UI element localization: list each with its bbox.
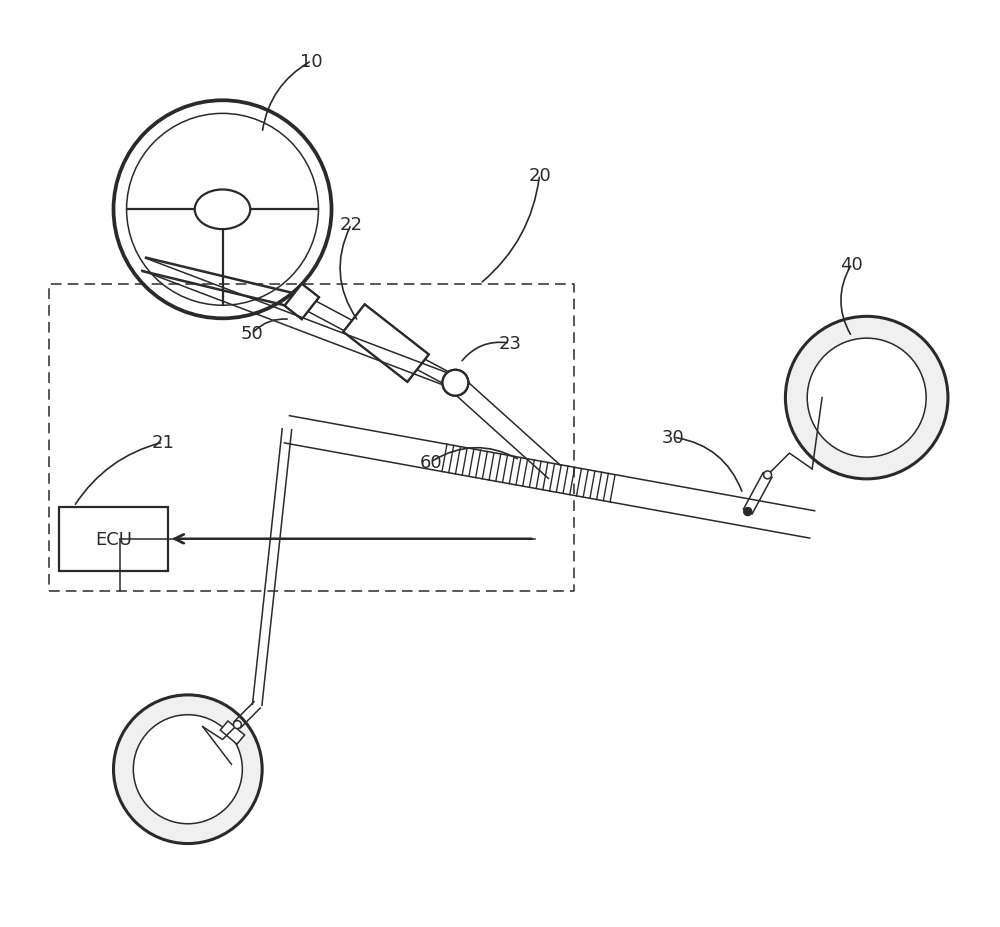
Polygon shape	[343, 305, 429, 382]
Circle shape	[764, 472, 772, 479]
Text: 40: 40	[840, 256, 863, 273]
Text: 23: 23	[498, 335, 521, 352]
Circle shape	[114, 695, 262, 844]
Ellipse shape	[195, 190, 250, 230]
Circle shape	[744, 508, 752, 516]
Bar	[59, 507, 168, 571]
Circle shape	[443, 371, 468, 396]
Text: 60: 60	[419, 453, 442, 472]
Circle shape	[443, 371, 468, 396]
Polygon shape	[220, 721, 245, 744]
Circle shape	[443, 371, 468, 396]
Text: ECU: ECU	[95, 530, 132, 548]
Circle shape	[133, 715, 242, 824]
Circle shape	[785, 317, 948, 479]
Text: 50: 50	[241, 324, 264, 343]
Polygon shape	[285, 285, 319, 320]
Text: 20: 20	[528, 167, 551, 184]
Text: 21: 21	[152, 434, 174, 451]
Circle shape	[807, 338, 926, 458]
Text: 10: 10	[300, 53, 323, 70]
Text: 30: 30	[662, 429, 685, 447]
Polygon shape	[343, 305, 429, 382]
Circle shape	[233, 721, 241, 729]
Polygon shape	[285, 285, 319, 320]
Text: 22: 22	[340, 216, 363, 234]
